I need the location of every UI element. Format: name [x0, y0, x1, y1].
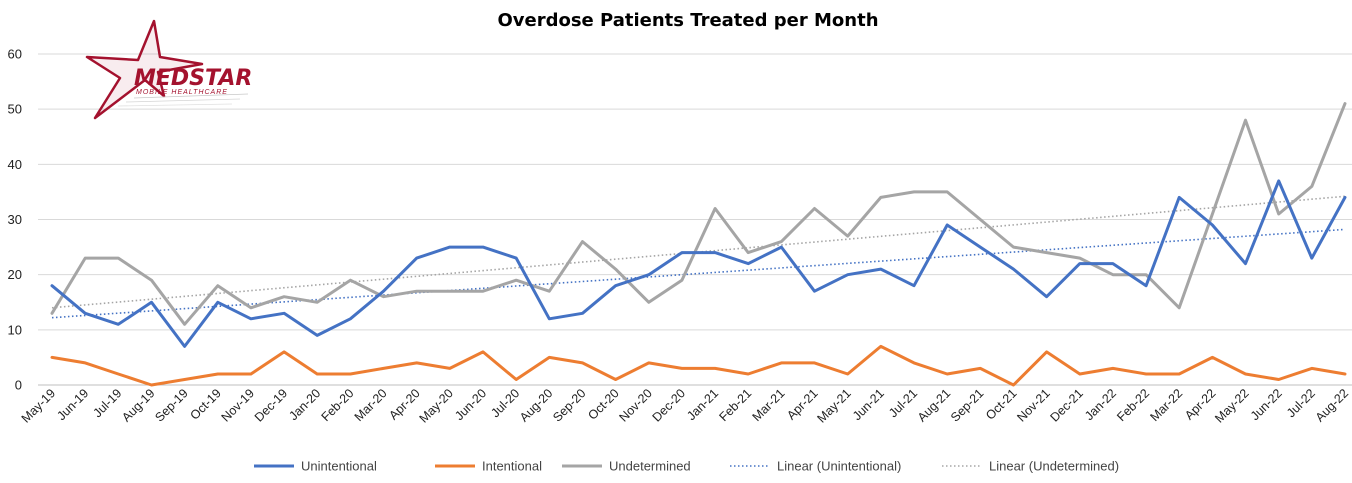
x-tick-label: Aug-22: [1313, 386, 1351, 424]
x-tick-label: Oct-19: [187, 386, 223, 422]
x-tick-label: Sep-20: [550, 386, 588, 424]
x-tick-label: Dec-21: [1047, 386, 1085, 424]
x-tick-label: Jan-21: [684, 386, 721, 423]
x-tick-label: Oct-21: [983, 386, 1019, 422]
logo-subtitle: MOBILE HEALTHCARE: [136, 89, 228, 96]
legend-label: Unintentional: [301, 459, 377, 474]
x-tick-label: May-21: [814, 386, 853, 425]
legend-label: Linear (Unintentional): [777, 459, 901, 474]
x-tick-label: Aug-19: [119, 386, 157, 424]
data-series: [50, 102, 1347, 387]
x-tick-label: Jan-22: [1082, 386, 1119, 423]
x-tick-label: Jun-19: [54, 386, 91, 423]
x-tick-label: Jun-21: [850, 386, 887, 423]
x-tick-label: Nov-21: [1014, 386, 1052, 424]
chart-title: Overdose Patients Treated per Month: [497, 10, 878, 31]
series-line-intentional: [50, 344, 1347, 387]
x-tick-label: Dec-20: [650, 386, 688, 424]
x-tick-label: Aug-20: [517, 386, 555, 424]
series-line-unintentional: [50, 179, 1347, 348]
legend-label: Undetermined: [609, 459, 691, 474]
y-tick-label: 50: [8, 102, 22, 117]
x-tick-label: May-20: [417, 386, 456, 425]
legend-label: Intentional: [482, 459, 542, 474]
y-tick-label: 40: [8, 157, 22, 172]
x-tick-label: Mar-21: [750, 386, 788, 424]
x-tick-label: Jan-20: [286, 386, 323, 423]
logo-star-icon: [85, 19, 204, 120]
x-tick-label: May-22: [1212, 386, 1251, 425]
x-tick-label: Jun-20: [452, 386, 489, 423]
x-tick-label: Feb-20: [319, 386, 357, 424]
x-tick-label: Mar-20: [352, 386, 390, 424]
y-tick-label: 0: [15, 378, 22, 393]
x-tick-label: Dec-19: [252, 386, 290, 424]
x-tick-label: Aug-21: [915, 386, 953, 424]
series-line-undetermined: [50, 102, 1347, 326]
logo-wordmark: MEDSTAR: [134, 66, 252, 91]
trendlines: [51, 195, 1346, 319]
x-tick-label: Jun-22: [1248, 386, 1285, 423]
medstar-logo: MEDSTAR MOBILE HEALTHCARE: [85, 19, 252, 120]
y-axis-ticks: 0 10 20 30 40 50 60: [8, 47, 22, 393]
chart-legend: Unintentional Intentional Undetermined Line…: [254, 459, 1119, 474]
x-tick-label: Feb-21: [716, 386, 754, 424]
x-tick-label: Feb-22: [1114, 386, 1152, 424]
x-tick-label: Mar-22: [1147, 386, 1185, 424]
x-tick-label: Nov-19: [219, 386, 257, 424]
x-tick-label: May-19: [19, 386, 58, 425]
y-tick-label: 20: [8, 267, 22, 282]
gridlines: [38, 53, 1352, 386]
x-tick-label: Oct-20: [585, 386, 621, 422]
x-tick-label: Sep-19: [152, 386, 190, 424]
y-tick-label: 30: [8, 212, 22, 227]
y-tick-label: 10: [8, 322, 22, 337]
x-tick-label: Sep-21: [948, 386, 986, 424]
x-tick-label: Nov-20: [616, 386, 654, 424]
legend-label: Linear (Undetermined): [989, 459, 1119, 474]
y-tick-label: 60: [8, 47, 22, 62]
